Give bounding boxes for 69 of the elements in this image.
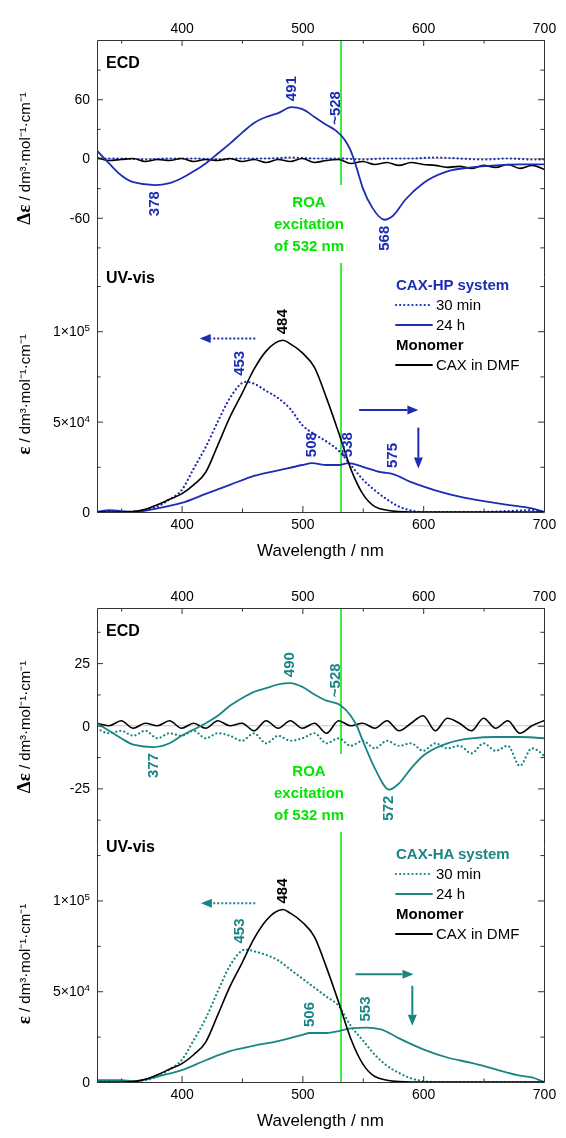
legend-title: CAX-HP system bbox=[396, 276, 510, 293]
annotation: UV-vis bbox=[106, 269, 156, 286]
y-tick-label: 0 bbox=[82, 717, 91, 734]
ref-line-label: ROA excitation of 532 nm bbox=[274, 762, 345, 823]
x-tick-label: 500 bbox=[291, 588, 315, 604]
y-tick-label: 5×10$^{4}$ bbox=[53, 981, 91, 1000]
x-tick-label: 400 bbox=[170, 588, 194, 604]
y-tick-label: 5×10$^{4}$ bbox=[53, 412, 91, 430]
annotation: 508 bbox=[302, 432, 320, 458]
annotation: 484 bbox=[273, 877, 291, 904]
legend-label: 24 h bbox=[436, 885, 466, 902]
y-tick-label: 25 bbox=[74, 655, 91, 672]
x-tick-label: 700 bbox=[532, 588, 557, 604]
y-tick-label: 0 bbox=[82, 150, 91, 167]
annotation: 568 bbox=[374, 225, 392, 251]
x-tick-label: 500 bbox=[291, 1085, 315, 1102]
annotation: Monomer bbox=[396, 336, 464, 353]
annotation: 490 bbox=[280, 652, 298, 678]
y-tick-label: -60 bbox=[69, 209, 91, 226]
annotation: 484 bbox=[273, 308, 291, 335]
x-tick-label: 700 bbox=[532, 20, 557, 36]
annotation: ECD bbox=[106, 622, 140, 639]
line-series bbox=[97, 156, 544, 171]
legend-label: 30 min bbox=[436, 865, 482, 882]
annotation: 491 bbox=[281, 76, 299, 102]
y-tick-label: 1×10$^{5}$ bbox=[53, 321, 91, 340]
y-axis-title: ε / dm³·mol⁻¹·cm⁻¹ bbox=[13, 903, 34, 1025]
x-tick-label: 400 bbox=[170, 515, 194, 532]
y-axis-title: ε / dm³·mol⁻¹·cm⁻¹ bbox=[13, 334, 34, 455]
x-tick-label: 400 bbox=[170, 1085, 194, 1102]
annotation: 453 bbox=[229, 918, 247, 944]
annotation: 575 bbox=[382, 443, 400, 469]
x-tick-label: 700 bbox=[532, 515, 557, 532]
y-tick-label: 1×10$^{5}$ bbox=[53, 890, 91, 909]
x-tick-label: 400 bbox=[170, 20, 194, 36]
annotation: ECD bbox=[106, 54, 140, 71]
annotation: 453 bbox=[229, 350, 247, 376]
annotation: 553 bbox=[356, 996, 374, 1022]
legend-label: CAX in DMF bbox=[436, 925, 520, 942]
x-axis-title: Wavelength / nm bbox=[257, 1111, 384, 1130]
y-tick-label: 0 bbox=[82, 503, 91, 520]
x-tick-label: 600 bbox=[412, 588, 436, 604]
y-tick-label: 0 bbox=[82, 1073, 91, 1090]
annotation: ~528 bbox=[326, 91, 344, 125]
y-axis-title: Δε / dm³·mol⁻¹·cm⁻¹ bbox=[13, 660, 34, 794]
annotation: Monomer bbox=[396, 905, 464, 922]
legend-label: 24 h bbox=[436, 316, 466, 333]
x-axis-title: Wavelength / nm bbox=[257, 541, 384, 560]
y-tick-label: 60 bbox=[74, 91, 91, 108]
annotation: ~528 bbox=[326, 663, 344, 698]
line-series bbox=[97, 714, 544, 735]
x-tick-label: 600 bbox=[412, 20, 436, 36]
annotation: 538 bbox=[338, 432, 356, 458]
y-axis-title: Δε / dm³·mol⁻¹·cm⁻¹ bbox=[13, 92, 34, 225]
annotation: 506 bbox=[299, 1001, 317, 1027]
annotation: 572 bbox=[379, 795, 397, 821]
legend-label: CAX in DMF bbox=[436, 356, 520, 373]
x-tick-label: 600 bbox=[412, 515, 436, 532]
annotation: 377 bbox=[143, 753, 161, 779]
annotation: 378 bbox=[144, 191, 162, 217]
x-tick-label: 600 bbox=[412, 1085, 436, 1102]
annotation: UV-vis bbox=[106, 838, 156, 855]
x-tick-label: 500 bbox=[291, 515, 315, 532]
y-tick-label: -25 bbox=[69, 780, 91, 797]
x-tick-label: 700 bbox=[532, 1085, 557, 1102]
legend-title: CAX-HA system bbox=[396, 845, 510, 862]
ref-line-label: ROA excitation of 532 nm bbox=[274, 193, 345, 254]
legend-label: 30 min bbox=[436, 296, 482, 313]
x-tick-label: 500 bbox=[291, 20, 315, 36]
